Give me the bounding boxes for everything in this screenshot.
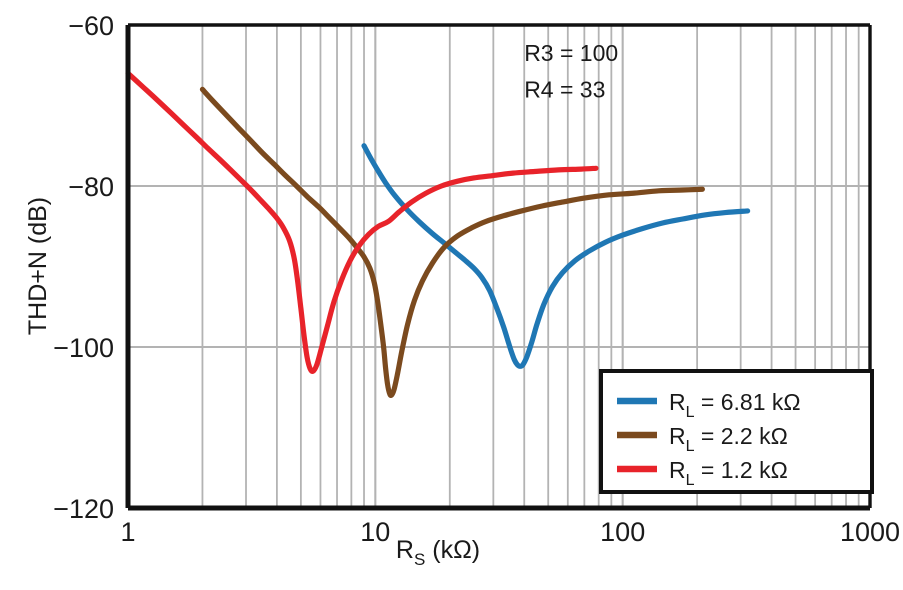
legend-label-main: R [669,457,686,483]
legend-label-rest: = 1.2 kΩ [695,457,788,483]
x-tick-label: 1000 [840,517,900,547]
y-tick-label: −100 [53,333,114,363]
x-axis-title-sub: S [414,550,425,569]
x-axis-title-unit: (kΩ) [425,536,480,564]
x-tick-label: 10 [360,517,390,547]
svg-text:RS (kΩ): RS (kΩ) [396,536,480,569]
series-line-2 [199,86,705,399]
legend-label-rest: = 6.81 kΩ [695,389,801,415]
legend-label-rest: = 2.2 kΩ [695,423,788,449]
y-axis-title-text: THD+N (dB) [24,197,52,335]
x-axis-title-main: R [396,536,414,564]
y-tick-label: −60 [68,11,114,41]
annotation-line-1: R3 = 100 [524,40,618,66]
y-axis-title: THD+N (dB) [24,197,52,335]
legend-label-main: R [669,389,686,415]
x-axis-title: RS (kΩ) [396,536,480,569]
plot-frame [125,23,872,511]
legend-label-3: RL = 1.2 kΩ [669,457,788,489]
series-line-1 [361,143,751,369]
legend-label-2: RL = 2.2 kΩ [669,423,788,455]
legend-label-sub: L [686,438,695,455]
y-axis-tick-labels: −60 −80 −100 −120 [53,11,114,524]
series-line-3 [125,70,599,374]
x-tick-label: 100 [600,517,645,547]
x-tick-label: 1 [120,517,135,547]
y-tick-label: −80 [68,172,114,202]
series-lines [125,70,751,399]
legend-label-sub: L [686,472,695,489]
x-axis-tick-labels: 1 10 100 1000 [120,517,900,547]
y-gridlines [128,184,870,349]
annotation-block: R3 = 100 R4 = 33 [524,40,618,102]
annotation-line-2: R4 = 33 [524,76,605,102]
legend-label-sub: L [686,404,695,421]
legend-label-main: R [669,423,686,449]
legend-label-1: RL = 6.81 kΩ [669,389,801,421]
y-tick-label: −120 [53,494,114,524]
